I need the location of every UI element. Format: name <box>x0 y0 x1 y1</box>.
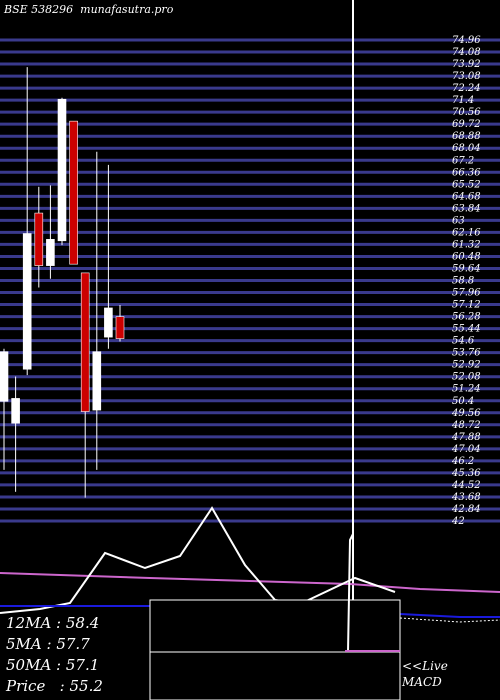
y-tick-label: 56.28 <box>452 312 481 323</box>
ma-line <box>0 572 500 593</box>
y-tick-label: 72.24 <box>452 83 481 94</box>
y-tick-label: 63.84 <box>452 203 481 214</box>
price-row: Price : 55.2 <box>6 677 103 695</box>
y-tick-label: 73.08 <box>452 71 481 82</box>
y-tick-label: 59.64 <box>452 263 481 274</box>
y-tick-label: 54.6 <box>452 336 475 347</box>
indicator-line <box>0 506 396 614</box>
y-tick-label: 51.24 <box>452 384 481 395</box>
candle-up <box>46 239 55 266</box>
candle-down <box>69 120 78 265</box>
candle-up <box>92 351 102 411</box>
ma-50-label: 50MA <box>6 656 52 674</box>
ma-12-row: 12MA : 58.4 <box>6 614 100 632</box>
y-tick-label: 46.2 <box>451 456 474 467</box>
y-tick-label: 47.88 <box>451 432 481 443</box>
candle-down <box>115 316 125 339</box>
ma-50-row: 50MA : 57.1 <box>6 656 100 674</box>
y-tick-label: 62.16 <box>452 227 481 238</box>
y-tick-label: 44.52 <box>451 480 481 491</box>
site-label: munafasutra.pro <box>80 3 174 16</box>
live-link[interactable]: <<Live <box>402 659 448 673</box>
y-tick-label: 43.68 <box>451 492 481 503</box>
y-tick-label: 47.04 <box>451 444 481 455</box>
y-tick-label: 71.4 <box>452 95 474 106</box>
candle-up <box>22 233 32 370</box>
y-tick-label: 70.56 <box>452 107 481 118</box>
y-tick-label: 63 <box>452 215 465 226</box>
price-label: Price <box>6 677 46 695</box>
price-value: 55.2 <box>69 677 103 695</box>
macd-signal-line <box>399 617 500 623</box>
y-tick-label: 73.92 <box>452 59 481 70</box>
y-tick-label: 55.44 <box>452 324 481 335</box>
ma-5-label: 5MA <box>6 635 42 653</box>
y-tick-label: 49.56 <box>451 408 481 419</box>
y-tick-label: 74.08 <box>452 47 481 58</box>
ticker-label: BSE 538296 <box>4 3 74 16</box>
ma-50-value: 57.1 <box>65 656 100 674</box>
y-tick-label: 58.8 <box>452 276 474 287</box>
y-axis-labels: 74.9674.0873.9273.0872.2471.470.5669.726… <box>451 35 481 527</box>
candle-up <box>57 98 67 242</box>
y-tick-label: 68.88 <box>452 131 481 142</box>
y-tick-label: 52.92 <box>452 360 481 371</box>
y-tick-label: 60.48 <box>452 251 481 262</box>
y-tick-label: 57.12 <box>452 300 481 311</box>
y-tick-label: 57.96 <box>452 288 481 299</box>
y-tick-label: 52.08 <box>452 372 481 383</box>
y-tick-label: 42 <box>451 516 465 527</box>
candle-down <box>34 212 44 266</box>
y-tick-label: 53.76 <box>452 348 481 359</box>
candle-up <box>11 398 20 424</box>
y-tick-label: 69.72 <box>452 119 481 130</box>
y-tick-label: 48.72 <box>451 420 481 431</box>
price-grid <box>0 38 500 523</box>
ma-12-label: 12MA <box>6 614 52 632</box>
ma-12-value: 58.4 <box>65 614 100 632</box>
y-tick-label: 64.68 <box>452 191 481 202</box>
macd-link[interactable]: MACD <box>402 675 442 689</box>
y-tick-label: 50.4 <box>452 396 474 407</box>
y-tick-label: 65.52 <box>452 179 481 190</box>
ma-values-panel: 12MA : 58.4 5MA : 57.7 50MA : 57.1 Price… <box>6 613 146 697</box>
live-macd-links: <<Live MACD <box>402 658 448 690</box>
ma-5-row: 5MA : 57.7 <box>6 635 90 653</box>
chart-header: BSE 538296 munafasutra.pro <box>4 3 173 16</box>
y-tick-label: 45.36 <box>451 468 481 479</box>
candle-series <box>0 67 125 498</box>
macd-box-line <box>347 533 354 653</box>
candle-up <box>0 351 9 402</box>
y-tick-label: 66.36 <box>452 167 481 178</box>
candle-up <box>104 307 113 338</box>
y-tick-label: 68.04 <box>452 143 481 154</box>
candle-down <box>80 272 90 412</box>
y-tick-label: 74.96 <box>452 35 481 46</box>
ma-5-value: 57.7 <box>56 635 90 653</box>
y-tick-label: 42.84 <box>451 504 481 515</box>
y-tick-label: 61.32 <box>452 239 481 250</box>
y-tick-label: 67.2 <box>452 155 474 166</box>
